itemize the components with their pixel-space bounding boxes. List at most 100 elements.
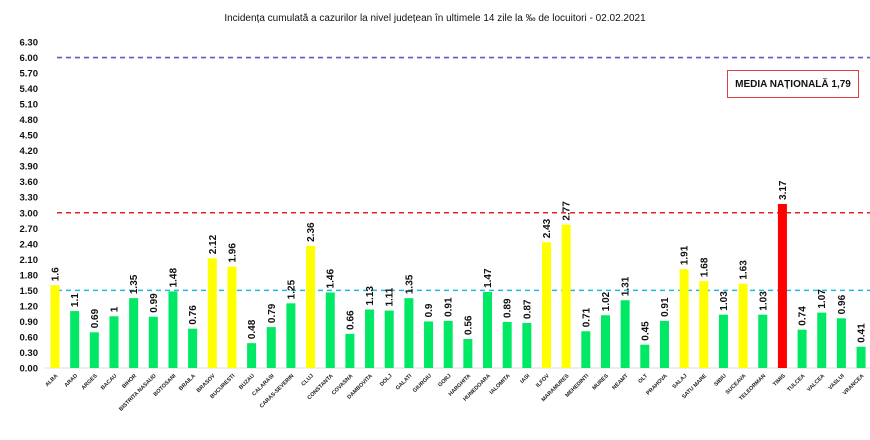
x-tick-label: BIHOR — [121, 373, 138, 390]
bar-value-label: 1.48 — [168, 268, 179, 288]
y-tick-label: 4.80 — [20, 115, 39, 126]
bars: 1.6 1.1 0.69 1 1.35 0.99 1.48 0.76 2.12 1.96 0.48 0… — [50, 180, 868, 368]
y-tick-label: 1.80 — [20, 270, 39, 281]
bar-ialomita — [502, 321, 512, 368]
bar-value-label: 1.35 — [404, 274, 415, 294]
y-tick-label: 3.00 — [20, 208, 39, 219]
x-tick-label: GIURGIU — [412, 373, 433, 394]
bar-vaslui — [836, 318, 846, 368]
bar-value-label: 0.48 — [247, 319, 258, 339]
bar-value-label: 3.17 — [778, 180, 789, 200]
bar-suceava — [738, 283, 748, 368]
x-tick-label: TULCEA — [786, 373, 806, 393]
y-tick-label: 3.90 — [20, 162, 39, 173]
bar-value-label: 1.11 — [385, 287, 396, 306]
x-tick-label: MURES — [592, 373, 611, 392]
bar-value-label: 2.43 — [542, 218, 553, 238]
x-tick-label: ILFOV — [535, 373, 551, 389]
bar-value-label: 2.36 — [306, 222, 317, 242]
bar-bihor — [129, 298, 139, 368]
bar-value-label: 1.47 — [483, 268, 494, 288]
x-tick-label: BUZAU — [238, 373, 256, 391]
bar-bacau — [109, 316, 119, 368]
bar-value-label: 0.91 — [660, 297, 671, 317]
bar-caras-severin — [286, 303, 296, 368]
bar-value-label: 1.91 — [680, 245, 691, 265]
y-tick-label: 1.20 — [20, 301, 39, 312]
y-tick-label: 4.50 — [20, 131, 39, 142]
y-tick-label: 0.60 — [20, 332, 39, 343]
x-tick-label: VALCEA — [806, 373, 826, 393]
bar-neamt — [620, 300, 630, 368]
bar-olt — [640, 344, 650, 368]
y-axis: 0.00 0.30 0.60 0.90 1.20 1.50 1.80 2.10 2.40 2.70… — [20, 38, 870, 375]
y-tick-label: 2.70 — [20, 224, 39, 235]
bar-mures — [600, 315, 610, 368]
y-tick-label: 0.30 — [20, 348, 39, 359]
bar-value-label: 1.07 — [817, 289, 828, 309]
bar-value-label: 1.63 — [739, 260, 750, 280]
bar-value-label: 2.77 — [562, 201, 573, 221]
bar-value-label: 0.45 — [640, 321, 651, 341]
x-tick-label: SIBIU — [713, 373, 728, 388]
bar-bistrita-nasaud — [148, 316, 158, 368]
bar-giurgiu — [424, 321, 434, 368]
y-tick-label: 5.40 — [20, 84, 39, 95]
bar-sibiu — [718, 314, 728, 368]
bar-value-label: 0.9 — [424, 303, 435, 317]
bar-hunedoara — [483, 291, 493, 368]
y-tick-label: 2.10 — [20, 255, 39, 266]
bar-maramures — [561, 224, 571, 368]
bar-arges — [89, 332, 99, 368]
bar-value-label: 1.96 — [227, 243, 238, 263]
y-tick-label: 3.30 — [20, 193, 39, 204]
bar-gorj — [443, 320, 453, 368]
bar-cluj — [306, 245, 316, 368]
bar-value-label: 1.13 — [365, 286, 376, 306]
bar-buzau — [247, 343, 257, 368]
bar-value-label: 1.31 — [621, 276, 632, 296]
y-tick-label: 0.90 — [20, 317, 39, 328]
y-tick-label: 1.50 — [20, 286, 39, 297]
bar-value-label: 0.91 — [444, 297, 455, 317]
y-tick-label: 2.40 — [20, 239, 39, 250]
bar-value-label: 0.71 — [581, 307, 592, 327]
y-tick-label: 6.30 — [20, 38, 39, 49]
bar-value-label: 0.99 — [149, 293, 160, 313]
bar-value-label: 0.56 — [463, 315, 474, 335]
bar-botosani — [168, 291, 178, 368]
bar-value-label: 0.96 — [837, 294, 848, 314]
x-tick-label: CLUJ — [301, 373, 315, 387]
bar-value-label: 1.35 — [129, 274, 140, 294]
x-tick-label: PRAHOVA — [645, 373, 668, 396]
x-tick-label: NEAMT — [611, 373, 630, 392]
bar-value-label: 0.69 — [90, 308, 101, 328]
bar-alba — [50, 285, 60, 368]
bar-constanta — [325, 292, 335, 368]
y-tick-label: 0.00 — [20, 364, 39, 375]
bar-value-label: 1.6 — [51, 267, 62, 281]
bar-dambovita — [365, 309, 375, 368]
bar-value-label: 0.74 — [798, 306, 809, 326]
bar-timis — [777, 203, 787, 368]
x-tick-label: OLT — [637, 373, 649, 385]
reference-lines — [57, 56, 870, 292]
bar-value-label: 0.41 — [857, 323, 868, 343]
bar-teleorman — [758, 314, 768, 368]
bar-value-label: 1 — [109, 306, 120, 312]
bar-salaj — [679, 269, 689, 368]
bar-galati — [404, 298, 414, 368]
bar-value-label: 1.03 — [758, 291, 769, 311]
bar-prahova — [659, 320, 669, 368]
y-tick-label: 4.20 — [20, 146, 39, 157]
national-average-annotation: MEDIA NAȚIONALĂ 1,79 — [727, 70, 859, 98]
y-tick-label: 5.70 — [20, 69, 39, 80]
x-tick-label: VRANCEA — [842, 373, 865, 396]
x-tick-label: GORJ — [437, 373, 452, 388]
x-tick-label: BACAU — [100, 373, 118, 391]
bar-valcea — [817, 312, 827, 368]
bar-satu-mare — [699, 281, 709, 368]
bar-calarasi — [266, 327, 276, 368]
x-tick-label: ALBA — [44, 373, 59, 388]
